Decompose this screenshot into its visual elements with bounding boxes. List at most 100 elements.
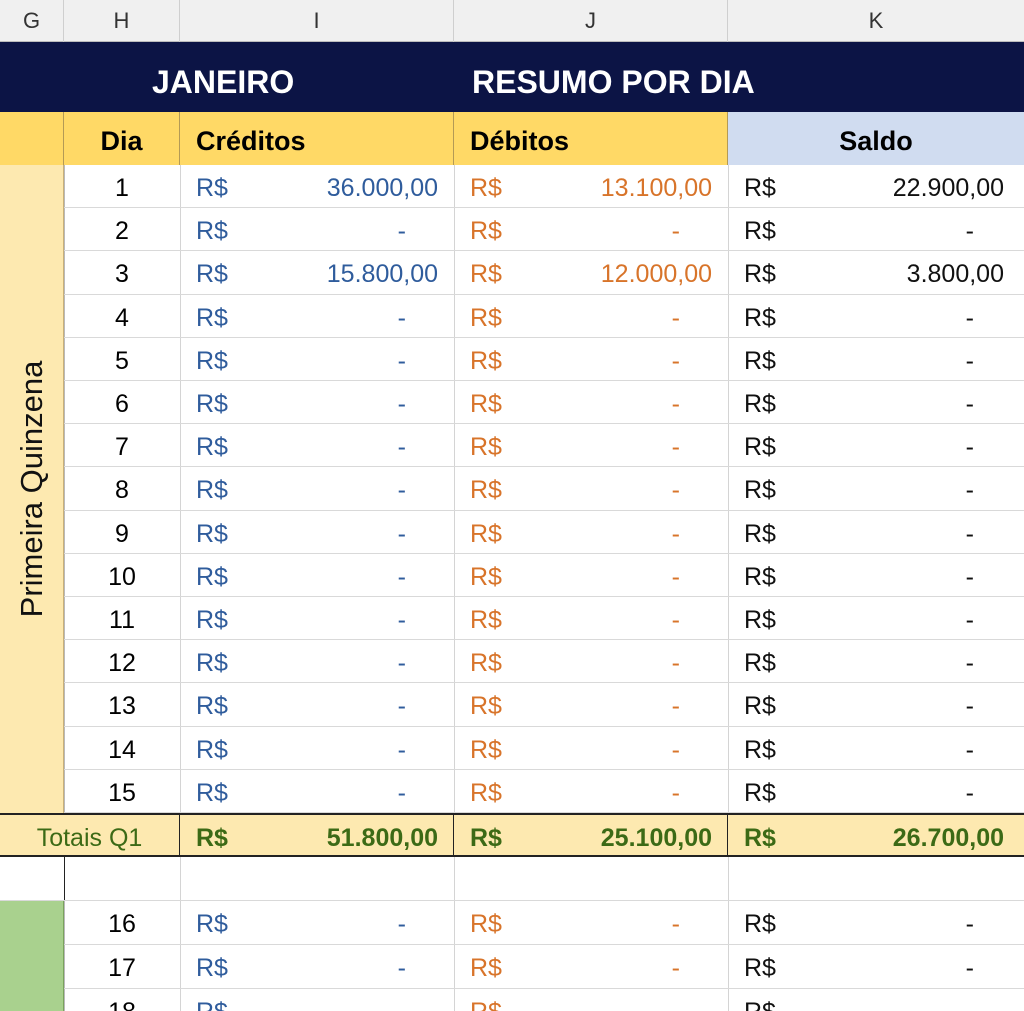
day-cell[interactable]: 12: [108, 649, 136, 678]
credit-currency[interactable]: R$: [196, 735, 228, 764]
saldo-value: -: [965, 778, 974, 807]
saldo-currency[interactable]: R$: [744, 735, 776, 764]
day-cell[interactable]: 10: [108, 562, 136, 591]
day-cell[interactable]: 15: [108, 778, 136, 807]
column-header-k[interactable]: K: [868, 8, 884, 33]
saldo-currency[interactable]: R$: [744, 346, 776, 375]
totals-label[interactable]: Totais Q1: [0, 815, 180, 855]
totals-debitos-currency[interactable]: R$: [454, 815, 728, 855]
side-label-cell-q1[interactable]: Primeira Quinzena: [0, 165, 64, 813]
saldo-currency[interactable]: R$: [744, 692, 776, 721]
debit-currency[interactable]: R$: [470, 778, 502, 807]
saldo-currency[interactable]: R$: [744, 303, 776, 332]
credit-currency[interactable]: R$: [196, 519, 228, 548]
credit-currency[interactable]: R$: [196, 649, 228, 678]
credit-currency[interactable]: R$: [196, 606, 228, 634]
saldo-currency[interactable]: R$: [728, 989, 1024, 1011]
saldo-currency[interactable]: R$: [744, 174, 776, 202]
debit-currency[interactable]: R$: [470, 390, 502, 418]
header-saldo[interactable]: Saldo: [728, 112, 1024, 165]
debit-currency[interactable]: R$: [470, 260, 502, 289]
debit-value: -: [671, 649, 680, 678]
credit-currency[interactable]: R$: [196, 433, 228, 462]
side-label-cell-q2[interactable]: [0, 901, 64, 1011]
debit-currency[interactable]: R$: [470, 954, 502, 982]
credit-currency[interactable]: R$: [196, 217, 228, 246]
debit-currency[interactable]: R$: [470, 649, 502, 678]
credit-currency[interactable]: R$: [196, 303, 228, 332]
debit-currency[interactable]: R$: [470, 303, 502, 332]
credit-currency[interactable]: R$: [196, 692, 228, 721]
saldo-currency[interactable]: R$: [744, 260, 776, 289]
debit-currency[interactable]: R$: [470, 562, 502, 591]
day-cell[interactable]: 11: [109, 606, 135, 634]
month-title[interactable]: JANEIRO: [152, 64, 295, 100]
saldo-value: 3.800,00: [906, 260, 1004, 289]
credit-currency[interactable]: R$: [196, 174, 228, 202]
credit-currency[interactable]: R$: [196, 910, 228, 938]
debit-currency[interactable]: R$: [470, 476, 502, 505]
totals-saldo-currency[interactable]: R$: [744, 824, 776, 852]
credit-currency[interactable]: R$: [196, 260, 228, 289]
day-cell[interactable]: 1: [115, 174, 129, 202]
credit-value: 36.000,00: [326, 174, 438, 202]
credit-currency[interactable]: R$: [196, 346, 228, 375]
debit-currency[interactable]: R$: [470, 519, 502, 548]
header-dia[interactable]: Dia: [64, 112, 180, 165]
day-cell[interactable]: 13: [108, 692, 136, 721]
credit-currency[interactable]: R$: [196, 476, 228, 505]
debit-currency[interactable]: R$: [470, 692, 502, 721]
column-header-h[interactable]: H: [64, 0, 180, 42]
saldo-currency[interactable]: R$: [744, 390, 776, 418]
saldo-currency[interactable]: R$: [744, 954, 776, 982]
saldo-currency[interactable]: R$: [744, 519, 776, 548]
debit-currency[interactable]: R$: [470, 910, 502, 938]
title-band: JANEIRO RESUMO POR DIA: [0, 42, 1024, 112]
debit-currency[interactable]: R$: [470, 346, 502, 375]
saldo-currency[interactable]: R$: [744, 910, 776, 938]
credit-value: 15.800,00: [326, 260, 438, 289]
saldo-currency[interactable]: R$: [744, 649, 776, 678]
column-header-j[interactable]: J: [454, 0, 728, 42]
debit-currency[interactable]: R$: [470, 217, 502, 246]
credit-currency[interactable]: R$: [196, 390, 228, 418]
saldo-currency[interactable]: R$: [744, 433, 776, 462]
day-cell[interactable]: 18: [64, 989, 180, 1011]
header-corner-cell[interactable]: [0, 112, 64, 165]
column-header-i[interactable]: I: [180, 0, 454, 42]
saldo-value: -: [965, 735, 974, 764]
debit-currency[interactable]: R$: [470, 174, 502, 202]
totals-creditos-currency[interactable]: R$: [180, 815, 454, 855]
day-cell[interactable]: 5: [115, 346, 129, 375]
day-cell[interactable]: 16: [108, 910, 136, 938]
day-cell[interactable]: 3: [115, 260, 129, 289]
day-cell[interactable]: 6: [115, 390, 129, 418]
day-cell[interactable]: 17: [108, 954, 136, 982]
saldo-currency[interactable]: R$: [744, 476, 776, 505]
day-cell[interactable]: 9: [115, 519, 129, 548]
table-row: 17 R$ - R$ - R$ -: [0, 945, 1024, 989]
saldo-value: -: [965, 519, 974, 548]
day-cell[interactable]: 8: [115, 476, 129, 505]
debit-currency[interactable]: R$: [454, 989, 728, 1011]
debit-currency[interactable]: R$: [470, 606, 502, 634]
debit-currency[interactable]: R$: [470, 433, 502, 462]
saldo-currency[interactable]: R$: [744, 606, 776, 634]
credit-currency[interactable]: R$: [180, 989, 454, 1011]
day-cell[interactable]: 7: [115, 433, 129, 462]
header-debitos[interactable]: Débitos: [454, 112, 728, 165]
day-cell[interactable]: 14: [108, 735, 136, 764]
day-cell[interactable]: 4: [115, 303, 129, 332]
credit-currency[interactable]: R$: [196, 954, 228, 982]
saldo-currency[interactable]: R$: [744, 562, 776, 591]
column-header-g[interactable]: G: [0, 0, 64, 42]
summary-title[interactable]: RESUMO POR DIA: [472, 64, 755, 100]
day-cell[interactable]: 2: [115, 217, 129, 246]
credit-currency[interactable]: R$: [196, 778, 228, 807]
debit-currency[interactable]: R$: [470, 735, 502, 764]
header-creditos[interactable]: Créditos: [180, 112, 454, 165]
credit-currency[interactable]: R$: [196, 562, 228, 591]
saldo-currency[interactable]: R$: [744, 778, 776, 807]
saldo-currency[interactable]: R$: [744, 217, 776, 246]
table-row: 12 R$ - R$ - R$ -: [0, 640, 1024, 684]
